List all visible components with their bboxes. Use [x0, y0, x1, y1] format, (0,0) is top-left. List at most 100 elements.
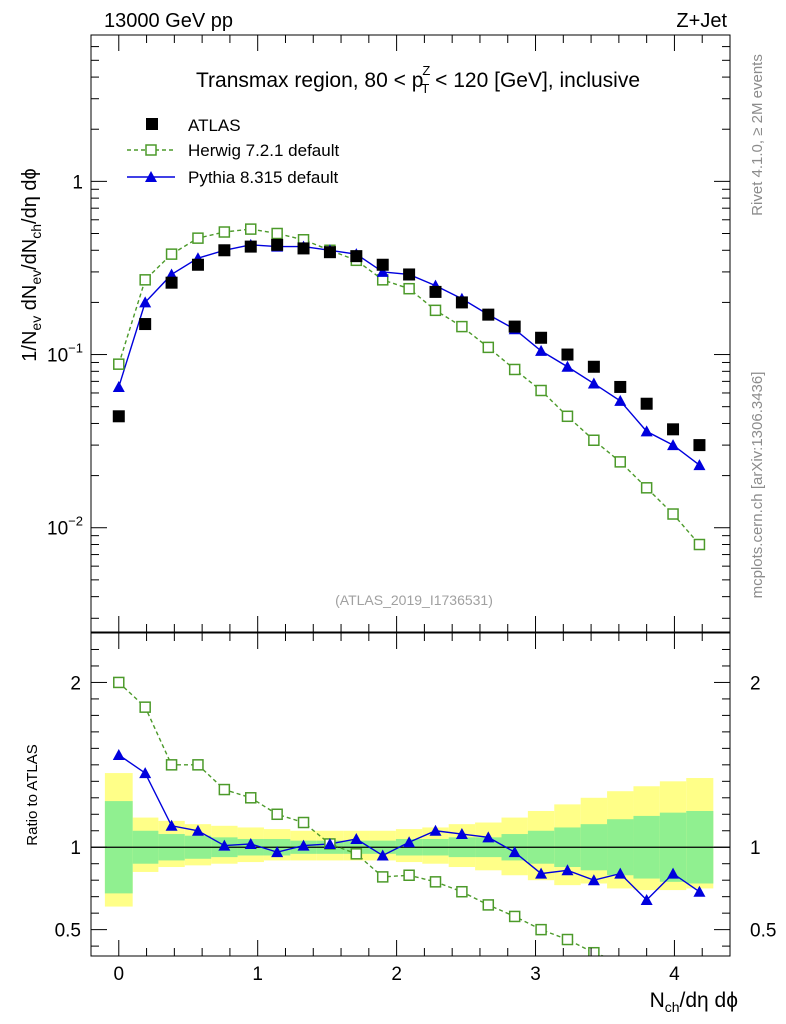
pythia-ratio-point: [244, 837, 257, 849]
herwig-point: [218, 226, 231, 238]
herwig-ratio-point: [561, 933, 574, 946]
herwig-point: [482, 341, 495, 354]
ratio-plot-data: [91, 676, 730, 956]
pythia-point: [693, 459, 706, 471]
ratio-axes: 0.5 0.5 1 1 2 2 0 1 2 3 4: [55, 633, 776, 985]
herwig-ratio-point: [218, 783, 231, 796]
atlas-point: [693, 439, 706, 452]
label-part: N: [650, 989, 665, 1012]
pythia-ratio-point: [640, 893, 653, 905]
herwig-ratio-point: [376, 871, 389, 883]
title-prefix: Transmax region, 80 < p: [196, 69, 423, 92]
atlas-point: [112, 410, 125, 423]
herwig-point: [165, 248, 178, 260]
herwig-ratio-point: [297, 816, 310, 829]
herwig-point: [588, 434, 600, 446]
herwig-point: [113, 358, 125, 370]
atlas-point: [482, 308, 495, 321]
main-axes: 10−2 10−1 1: [47, 34, 730, 632]
y-tick-exponent: −2: [68, 514, 83, 529]
main-panel: 10−2 10−1 1 Transmax region, 80 < pZ T < 12…: [47, 34, 731, 633]
herwig-point: [561, 410, 574, 423]
legend-label-atlas: ATLAS: [188, 116, 241, 135]
herwig-point: [139, 274, 151, 286]
source-label: mcplots.cern.ch [arXiv:1306.3436]: [749, 372, 766, 599]
herwig-ratio-point: [456, 885, 468, 898]
pythia-point: [587, 377, 600, 389]
herwig-point: [640, 482, 653, 494]
herwig-point: [508, 363, 521, 376]
pythia-point: [139, 296, 152, 308]
herwig-ratio-point: [403, 869, 415, 881]
title-sup: Z: [422, 63, 430, 78]
legend-label-herwig: Herwig 7.2.1 default: [188, 141, 339, 160]
atlas-point: [376, 258, 389, 271]
ratio-y-tick-label-left: 2: [70, 673, 81, 694]
legend-marker-pythia: [145, 171, 157, 182]
pythia-ratio-point: [191, 824, 204, 836]
x-tick-label: 1: [252, 964, 263, 985]
pythia-ratio-point: [429, 824, 442, 836]
pythia-ratio-point: [376, 849, 389, 861]
atlas-point: [455, 296, 468, 309]
pythia-ratio-point: [271, 846, 284, 858]
y-axis-label-ratio: Ratio to ATLAS: [24, 744, 41, 845]
process-label: Z+Jet: [676, 10, 727, 32]
atlas-point: [139, 318, 152, 331]
herwig-ratio-point: [245, 792, 257, 804]
label-part: dN: [19, 285, 41, 316]
herwig-point: [429, 304, 442, 317]
y-tick-base: 10: [47, 519, 68, 540]
label-part: ch: [665, 999, 680, 1015]
pythia-point: [112, 380, 125, 392]
pythia-ratio-point: [693, 885, 706, 897]
atlas-point: [614, 380, 627, 393]
herwig-ratio-point: [113, 676, 125, 689]
atlas-point: [271, 238, 284, 251]
legend-marker-atlas: [146, 118, 158, 130]
label-part: /dN: [19, 239, 41, 270]
pythia-ratio-point: [535, 867, 548, 879]
herwig-point: [192, 232, 204, 244]
herwig-point: [271, 227, 283, 240]
main-plot-data: [112, 223, 706, 551]
rivet-label: Rivet 4.1.0, ≥ 2M events: [749, 54, 766, 216]
atlas-point: [561, 348, 574, 361]
atlas-point: [508, 320, 521, 333]
energy-label: 13000 GeV pp: [104, 10, 233, 32]
pythia-ratio-point: [455, 828, 468, 840]
title-sub: T: [421, 81, 429, 96]
pythia-ratio-point: [218, 839, 231, 851]
atlas-point: [587, 360, 600, 373]
atlas-point: [323, 246, 336, 259]
herwig-point: [535, 384, 547, 397]
legend-marker-herwig: [145, 144, 157, 156]
atlas-point: [667, 423, 680, 436]
pythia-ratio-point: [482, 831, 495, 843]
legend: ATLAS Herwig 7.2.1 default Pythia 8.315 …: [127, 116, 339, 187]
y-tick-label: 10−1: [47, 341, 83, 367]
y-tick-label: 1: [72, 172, 83, 193]
atlas-point: [350, 250, 363, 263]
label-part: /dη dϕ: [680, 989, 738, 1012]
herwig-ratio-point: [535, 923, 547, 936]
herwig-ratio-point: [271, 808, 283, 821]
herwig-ratio-point: [482, 899, 495, 911]
pythia-ratio-point: [323, 837, 336, 849]
x-axis-label: Nch/dη dϕ: [650, 989, 738, 1015]
title-suffix: < 120 [GeV], inclusive: [429, 69, 640, 92]
herwig-ratio-point: [350, 848, 363, 860]
ratio-panel: 0.5 0.5 1 1 2 2 0 1 2 3 4: [55, 632, 776, 985]
y-axis-label-main: 1/Nev dNev/dNch/dη dϕ: [19, 168, 44, 361]
pythia-point: [561, 360, 574, 372]
atlas-point: [191, 258, 204, 271]
ratio-y-tick-label-right: 2: [750, 673, 761, 694]
herwig-ratio-point: [508, 910, 521, 923]
atlas-point: [535, 331, 548, 344]
pythia-point: [640, 425, 653, 437]
atlas-point: [429, 285, 442, 298]
x-tick-label: 3: [530, 964, 541, 985]
herwig-ratio-point: [429, 876, 442, 888]
main-frame: [90, 34, 731, 633]
